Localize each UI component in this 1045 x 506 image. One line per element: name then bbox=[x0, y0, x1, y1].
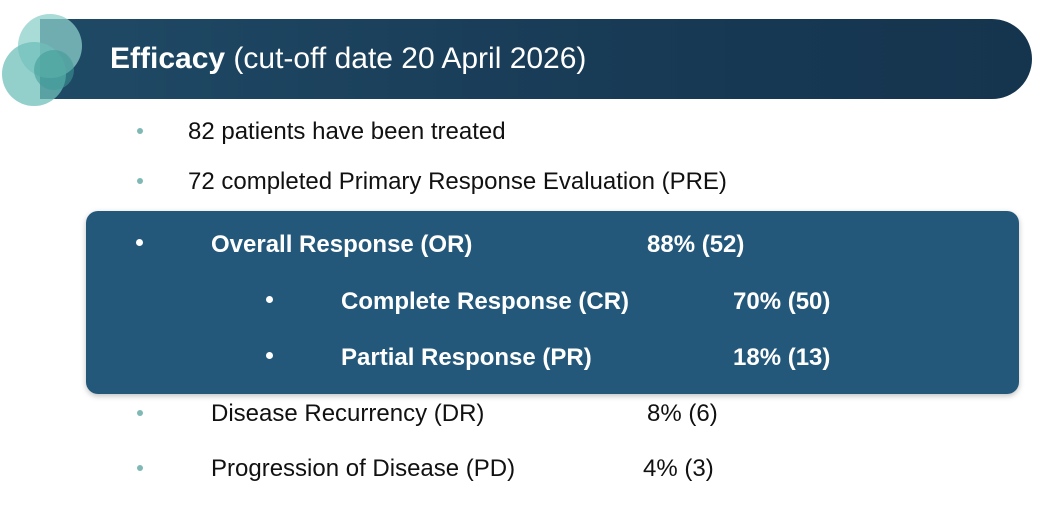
disease-recurrency-label: Disease Recurrency (DR) bbox=[211, 400, 485, 427]
bullet-icon bbox=[137, 465, 143, 471]
bullet-icon bbox=[137, 128, 143, 134]
partial-response-value: 18% (13) bbox=[733, 344, 831, 371]
intro-bullet-treated: 82 patients have been treated bbox=[188, 118, 506, 145]
title-bold: Efficacy bbox=[110, 42, 226, 75]
logo-circles-icon bbox=[2, 14, 82, 106]
progression-value: 4% (3) bbox=[643, 455, 714, 482]
response-highlight-box bbox=[86, 211, 1019, 394]
bullet-icon bbox=[137, 410, 143, 416]
complete-response-label: Complete Response (CR) bbox=[341, 288, 630, 315]
bullet-icon bbox=[136, 239, 143, 246]
overall-response-value: 88% (52) bbox=[647, 231, 745, 258]
partial-response-label: Partial Response (PR) bbox=[341, 344, 592, 371]
complete-response-value: 70% (50) bbox=[733, 288, 831, 315]
header-bar bbox=[40, 19, 1032, 99]
title-rest: (cut-off date 20 April 2026) bbox=[233, 42, 587, 75]
bullet-icon bbox=[137, 178, 143, 184]
overall-response-label: Overall Response (OR) bbox=[211, 231, 473, 258]
disease-recurrency-value: 8% (6) bbox=[647, 400, 718, 427]
page-title: Efficacy (cut-off date 20 April 2026) bbox=[110, 38, 586, 80]
bullet-icon bbox=[266, 352, 273, 359]
intro-bullet-pre: 72 completed Primary Response Evaluation… bbox=[188, 168, 727, 195]
progression-label: Progression of Disease (PD) bbox=[211, 455, 516, 482]
bullet-icon bbox=[266, 296, 273, 303]
